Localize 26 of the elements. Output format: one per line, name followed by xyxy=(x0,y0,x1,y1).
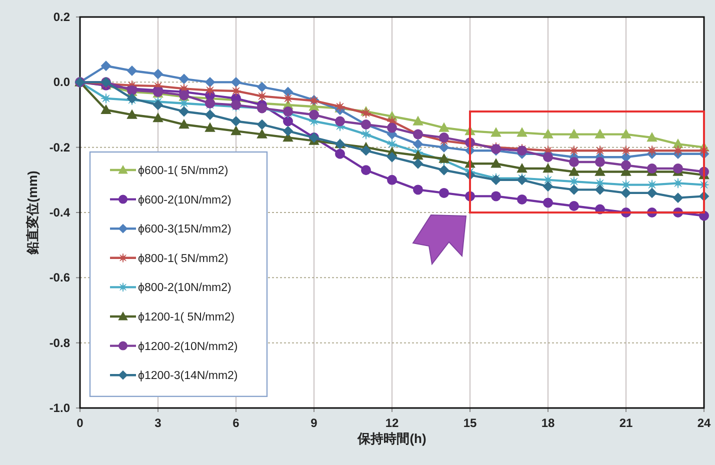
y-tick-label: -0.6 xyxy=(49,270,70,285)
legend-label: ϕ1200-1( 5N/mm2) xyxy=(138,312,235,324)
y-axis-title: 鉛直変位(mm) xyxy=(25,170,40,256)
x-tick-label: 21 xyxy=(619,416,633,430)
legend-label: ϕ600-1( 5N/mm2) xyxy=(138,165,228,177)
legend-label: ϕ800-2(10N/mm2) xyxy=(138,282,232,294)
x-tick-label: 6 xyxy=(232,416,240,430)
legend-label: ϕ1200-3(14N/mm2) xyxy=(138,370,238,382)
x-tick-label: 15 xyxy=(463,416,477,430)
legend-label: ϕ600-2(10N/mm2) xyxy=(138,194,232,206)
legend-label: ϕ800-1( 5N/mm2) xyxy=(138,252,228,265)
x-tick-label: 3 xyxy=(154,416,162,430)
legend-label: ϕ1200-2(10N/mm2) xyxy=(138,340,238,353)
y-tick-label: 0.0 xyxy=(53,75,70,90)
x-tick-label: 18 xyxy=(541,416,555,430)
x-tick-label: 0 xyxy=(76,416,84,430)
y-tick-label: -0.4 xyxy=(49,206,70,220)
x-tick-label: 24 xyxy=(697,416,711,430)
y-tick-label: -0.2 xyxy=(49,140,70,154)
x-axis-title: 保持時間(h) xyxy=(356,431,426,446)
y-tick-label: -0.8 xyxy=(49,336,70,350)
x-tick-label: 12 xyxy=(385,416,399,430)
y-tick-label: 0.2 xyxy=(53,10,70,24)
y-tick-label: -1.0 xyxy=(49,401,70,415)
legend-label: ϕ600-3(15N/mm2) xyxy=(138,224,232,236)
x-tick-label: 9 xyxy=(310,416,318,430)
